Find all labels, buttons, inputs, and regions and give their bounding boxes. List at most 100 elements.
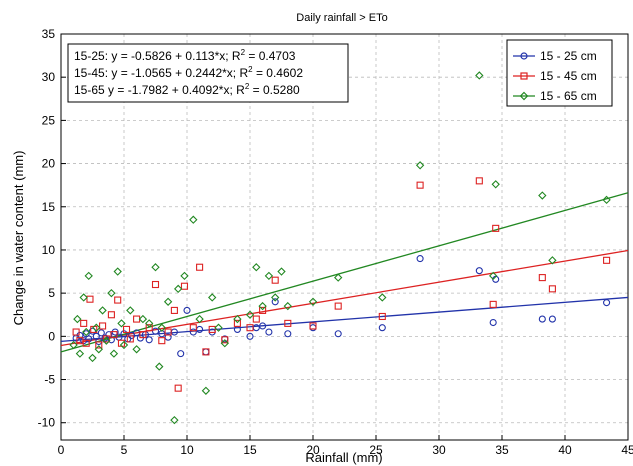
data-point bbox=[334, 273, 343, 282]
data-point bbox=[233, 319, 241, 327]
legend-item-15-65: 15 - 65 cm bbox=[513, 89, 597, 103]
data-point bbox=[84, 271, 93, 281]
data-point bbox=[602, 195, 611, 205]
y-tick-label: 35 bbox=[42, 27, 56, 41]
plot-frame bbox=[60, 33, 629, 441]
data-point bbox=[259, 306, 267, 314]
data-point bbox=[214, 323, 223, 332]
data-points bbox=[69, 71, 611, 425]
data-point bbox=[548, 285, 556, 293]
data-point bbox=[79, 293, 88, 302]
data-point bbox=[548, 315, 556, 323]
data-point bbox=[99, 322, 107, 330]
data-point bbox=[164, 328, 172, 336]
data-point bbox=[174, 284, 183, 294]
data-point bbox=[492, 224, 500, 232]
data-point bbox=[475, 71, 484, 80]
data-point bbox=[378, 312, 386, 321]
data-point bbox=[603, 256, 611, 264]
legend-label-15-45: 15 - 45 cm bbox=[540, 69, 597, 83]
data-point bbox=[334, 302, 342, 310]
equation-15-65: 15-65 y = -1.7982 + 0.4092*x; R2 = 0.528… bbox=[74, 82, 300, 97]
data-point bbox=[265, 328, 273, 336]
data-point bbox=[189, 328, 197, 336]
data-point bbox=[220, 339, 229, 348]
data-point bbox=[86, 295, 94, 303]
data-point bbox=[102, 336, 111, 345]
x-tick-label: 45 bbox=[621, 443, 633, 457]
equation-15-45: 15-45: y = -1.0565 + 0.2442*x; R2 = 0.46… bbox=[74, 65, 303, 80]
data-point bbox=[97, 329, 105, 337]
data-point bbox=[252, 315, 260, 323]
data-point bbox=[378, 293, 387, 302]
x-tick-label: 25 bbox=[369, 443, 383, 457]
data-point bbox=[196, 263, 204, 271]
data-point bbox=[252, 263, 261, 272]
data-point bbox=[170, 306, 178, 314]
data-point bbox=[107, 288, 116, 298]
data-point bbox=[233, 314, 242, 324]
data-point bbox=[264, 271, 274, 281]
data-point bbox=[82, 327, 91, 337]
data-point bbox=[151, 280, 160, 289]
data-point bbox=[189, 215, 198, 224]
y-tick-label: 5 bbox=[48, 286, 55, 300]
regression-line-1 bbox=[60, 249, 629, 347]
data-point bbox=[195, 314, 204, 324]
data-point bbox=[271, 293, 280, 302]
legend-item-15-45: 15 - 45 cm bbox=[513, 69, 597, 83]
x-axis-ticks: 0 5 10 15 20 25 30 35 40 45 bbox=[58, 435, 633, 457]
data-point bbox=[69, 340, 78, 350]
legend-item-15-25: 15 - 25 cm bbox=[513, 49, 597, 63]
y-tick-label: 0 bbox=[48, 329, 55, 343]
equation-box-frame bbox=[67, 43, 349, 103]
data-point bbox=[75, 349, 85, 358]
data-point bbox=[133, 315, 141, 323]
y-tick-label: 20 bbox=[42, 157, 56, 171]
data-point bbox=[109, 349, 119, 358]
data-point bbox=[196, 325, 204, 333]
data-point bbox=[177, 350, 185, 358]
data-point bbox=[139, 331, 147, 339]
y-tick-label: 15 bbox=[42, 200, 56, 214]
data-point bbox=[95, 341, 103, 349]
data-point bbox=[114, 296, 122, 304]
legend-marker-15-25 bbox=[520, 52, 528, 60]
data-point bbox=[475, 177, 483, 185]
data-point bbox=[489, 271, 498, 281]
y-tick-label: 25 bbox=[42, 113, 56, 127]
data-point bbox=[73, 314, 82, 324]
x-tick-label: 40 bbox=[558, 443, 572, 457]
data-point bbox=[110, 331, 118, 339]
data-point bbox=[491, 180, 500, 189]
x-tick-label: 30 bbox=[432, 443, 446, 457]
data-point bbox=[208, 325, 216, 333]
data-point bbox=[221, 336, 229, 344]
data-point bbox=[122, 325, 131, 333]
data-point bbox=[309, 322, 317, 330]
data-point bbox=[284, 330, 292, 338]
data-point bbox=[72, 328, 80, 336]
data-point bbox=[271, 298, 279, 306]
data-point bbox=[102, 335, 110, 343]
data-point bbox=[246, 324, 254, 332]
data-point bbox=[416, 181, 424, 189]
data-point bbox=[334, 330, 342, 338]
data-point bbox=[277, 267, 286, 276]
x-axis-label: Rainfall (mm) bbox=[305, 450, 382, 465]
data-point bbox=[155, 362, 164, 371]
data-point bbox=[189, 324, 197, 332]
data-point bbox=[208, 293, 217, 302]
data-point bbox=[489, 300, 497, 308]
legend-marker-15-65 bbox=[519, 91, 529, 101]
data-point bbox=[416, 255, 424, 263]
data-point bbox=[174, 384, 182, 392]
data-point bbox=[202, 348, 210, 356]
data-point bbox=[538, 191, 547, 200]
legend-marker-15-45 bbox=[520, 72, 528, 80]
data-point bbox=[113, 267, 122, 276]
x-tick-label: 10 bbox=[180, 443, 194, 457]
data-point bbox=[157, 323, 166, 332]
data-point bbox=[132, 345, 141, 354]
y-axis-label: Change in water content (mm) bbox=[11, 151, 26, 326]
